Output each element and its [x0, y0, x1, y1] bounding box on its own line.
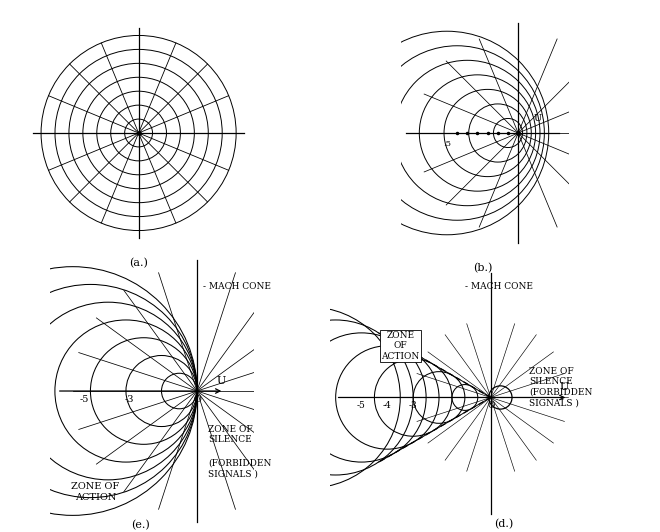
Text: ZONE OF
ACTION: ZONE OF ACTION	[71, 482, 119, 502]
Text: -4: -4	[383, 401, 392, 410]
Text: U: U	[533, 114, 542, 123]
Text: U: U	[216, 376, 225, 386]
Text: -5: -5	[79, 395, 88, 404]
Text: (b.): (b.)	[473, 263, 492, 273]
Text: - MACH CONE: - MACH CONE	[203, 282, 271, 292]
Text: -3: -3	[409, 401, 418, 410]
Text: ZONE OF
SILENCE
(FORBIDDEN
SIGNALS ): ZONE OF SILENCE (FORBIDDEN SIGNALS )	[529, 367, 593, 407]
Text: ZONE OF
SILENCE: ZONE OF SILENCE	[209, 425, 253, 444]
Text: ZONE
OF
ACTION: ZONE OF ACTION	[381, 331, 419, 361]
Text: (e.): (e.)	[131, 520, 150, 530]
Text: .5: .5	[443, 140, 451, 148]
Text: O: O	[487, 401, 494, 410]
Text: (d.): (d.)	[494, 519, 513, 529]
Text: -5: -5	[357, 401, 366, 410]
Text: O: O	[193, 395, 201, 404]
Text: U: U	[560, 382, 569, 392]
Text: -3: -3	[125, 395, 134, 404]
Text: (FORBIDDEN
SIGNALS ): (FORBIDDEN SIGNALS )	[209, 459, 272, 478]
Text: (a.): (a.)	[129, 258, 148, 268]
Text: - MACH CONE: - MACH CONE	[465, 282, 533, 291]
